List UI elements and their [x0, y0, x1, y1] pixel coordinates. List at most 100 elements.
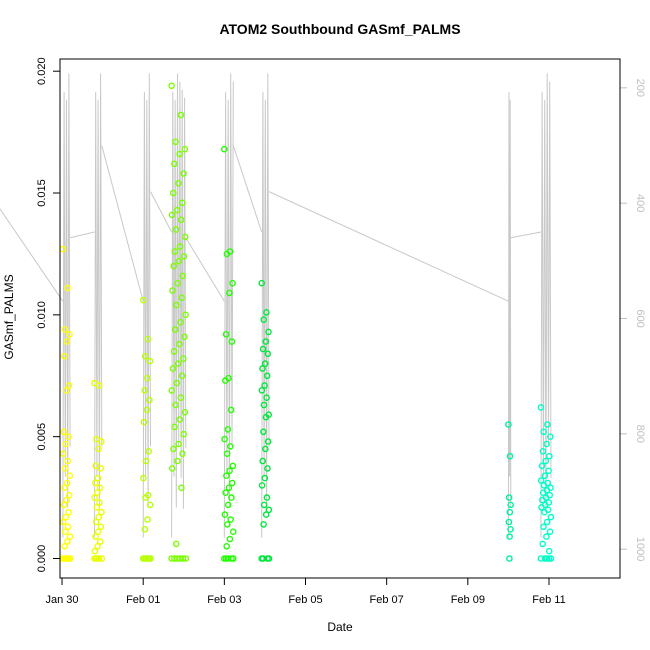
x-tick-label: Jan 30 — [46, 594, 79, 606]
data-point — [170, 348, 178, 355]
data-point — [181, 233, 189, 241]
data-point — [506, 508, 514, 516]
altitude-lines — [0, 73, 552, 538]
data-point — [61, 484, 68, 492]
data-point — [91, 547, 99, 555]
data-point — [171, 555, 178, 562]
data-point — [172, 226, 180, 233]
data-point — [223, 250, 231, 258]
data-point — [144, 335, 152, 343]
data-point — [140, 418, 148, 426]
data-point — [97, 523, 105, 531]
data-point — [61, 465, 69, 472]
data-point — [182, 555, 190, 562]
x-tick-label: Feb 05 — [288, 594, 322, 606]
transit-line — [0, 208, 64, 302]
data-point — [264, 350, 272, 358]
data-point — [223, 543, 230, 550]
data-point — [179, 199, 186, 207]
data-point — [95, 513, 103, 521]
data-point — [64, 284, 71, 292]
data-point — [171, 160, 178, 168]
data-point — [168, 211, 176, 219]
data-point — [181, 145, 189, 153]
data-point — [507, 526, 514, 533]
y2-tick-label: 200 — [634, 79, 646, 97]
data-point — [175, 179, 182, 187]
data-point — [539, 496, 546, 504]
data-point — [505, 421, 512, 428]
data-point — [176, 416, 183, 423]
y2-tick-label: 800 — [634, 425, 646, 443]
data-point — [139, 296, 147, 304]
data-point — [263, 494, 271, 501]
data-point — [64, 457, 72, 465]
data-point — [540, 523, 547, 531]
data-point — [261, 474, 269, 482]
data-point — [92, 518, 100, 526]
plot-frame — [59, 58, 621, 579]
y2-tick-label: 1000 — [634, 537, 646, 561]
profile-line — [62, 73, 71, 538]
x-tick-label: Feb 03 — [207, 594, 241, 606]
data-point — [176, 150, 183, 158]
data-point — [145, 555, 153, 562]
data-point — [65, 508, 72, 516]
data-point — [264, 465, 271, 472]
data-point — [141, 352, 149, 360]
data-point — [546, 452, 553, 460]
data-point — [141, 526, 149, 533]
data-point — [539, 540, 547, 548]
data-point — [64, 538, 71, 545]
data-point — [168, 555, 175, 562]
data-point — [61, 352, 68, 360]
data-point — [229, 279, 236, 287]
data-point — [169, 189, 177, 197]
data-point — [537, 477, 545, 484]
y2-tick-label: 400 — [634, 194, 646, 212]
data-point — [224, 426, 232, 433]
data-point — [179, 450, 186, 458]
axes: 0.000 0.005 0.010 0.015 0.020 Jan 30 Feb 01 Feb… — [36, 57, 646, 606]
data-point — [65, 491, 73, 499]
data-point — [173, 301, 180, 309]
data-point — [97, 538, 104, 545]
data-point — [95, 555, 103, 562]
data-point — [181, 333, 188, 341]
data-point — [543, 440, 550, 448]
profile-line — [507, 91, 512, 538]
data-point — [539, 489, 547, 497]
data-point — [92, 533, 99, 540]
data-point — [140, 474, 147, 482]
data-point — [170, 445, 177, 453]
data-point — [228, 338, 236, 345]
data-point — [226, 289, 233, 297]
transit-line — [510, 231, 541, 239]
data-point — [62, 513, 70, 521]
data-point — [168, 465, 176, 472]
data-point — [171, 423, 178, 431]
data-point — [221, 435, 228, 443]
data-point — [178, 484, 185, 492]
data-point — [142, 457, 150, 465]
data-point — [94, 543, 101, 550]
data-point — [505, 518, 513, 526]
data-point — [258, 279, 266, 287]
profile-line — [94, 73, 103, 538]
data-point — [260, 316, 268, 324]
data-point — [96, 484, 104, 492]
data-point — [93, 503, 101, 511]
data-point — [546, 528, 554, 536]
data-point — [146, 357, 154, 365]
data-point — [540, 482, 548, 489]
x-tick-label: Feb 09 — [451, 594, 485, 606]
data-point — [168, 82, 175, 90]
data-point — [506, 555, 513, 562]
data-point — [65, 382, 73, 389]
data-point — [260, 521, 267, 528]
data-point — [172, 540, 180, 548]
profile-line — [223, 73, 234, 538]
data-point — [143, 406, 150, 414]
data-point — [224, 521, 231, 528]
y-tick-label: 0.005 — [36, 423, 48, 451]
